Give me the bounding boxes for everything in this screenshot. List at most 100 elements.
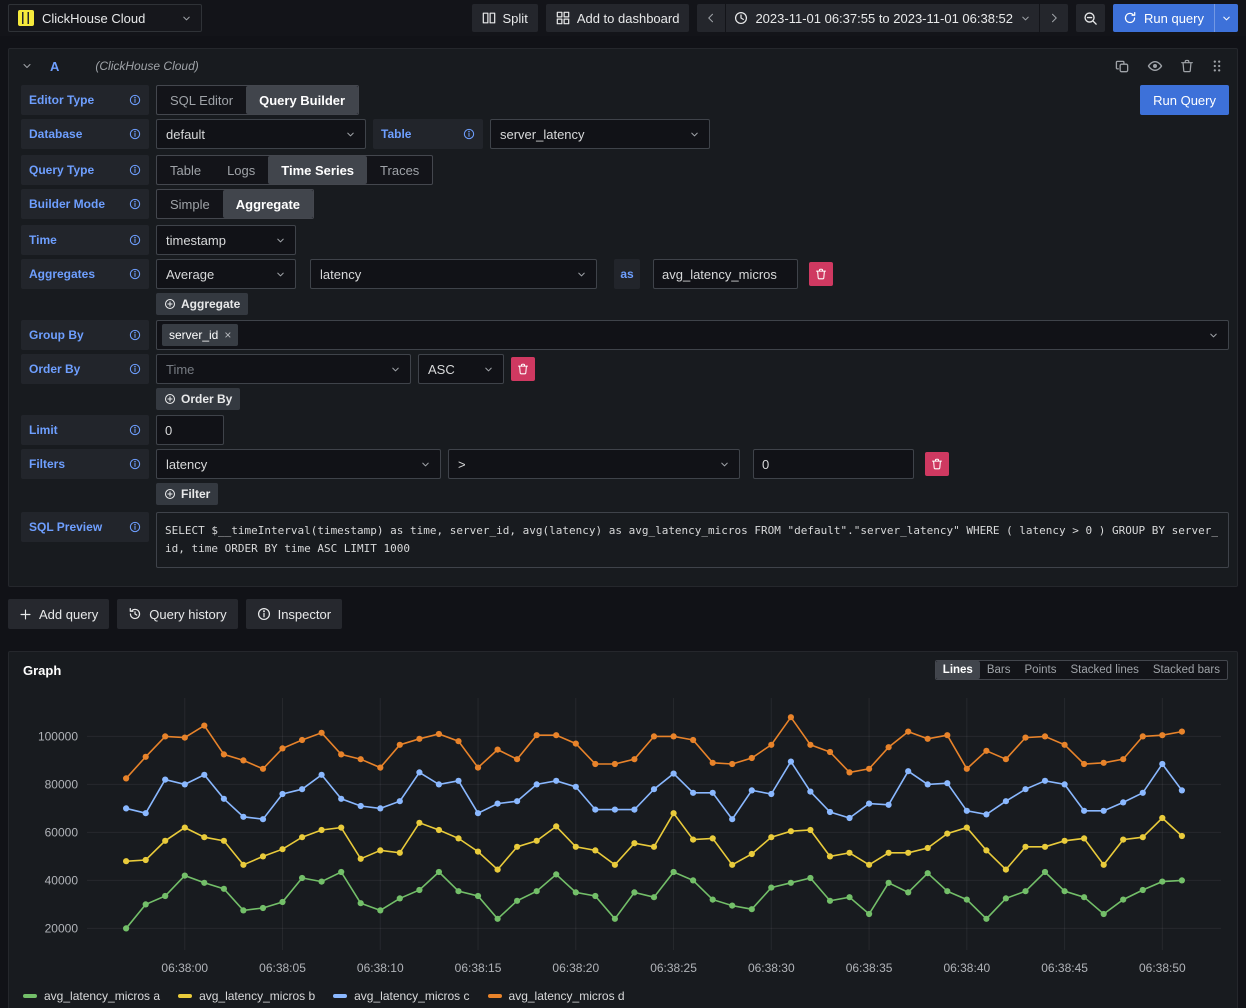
trash-icon (517, 363, 529, 375)
run-query-editor-button[interactable]: Run Query (1140, 85, 1229, 115)
legend-item[interactable]: avg_latency_micros a (23, 989, 160, 1003)
filter-operator-select[interactable]: > (448, 449, 740, 479)
chevron-down-icon (422, 462, 429, 466)
field-label-group-by: Group By (21, 320, 149, 350)
order-by-direction-select[interactable]: ASC (418, 354, 504, 384)
option-simple[interactable]: Simple (157, 190, 223, 218)
close-icon[interactable]: × (224, 328, 232, 342)
run-query-button[interactable]: Run query (1113, 4, 1214, 32)
visualisation-switcher: Lines Bars Points Stacked lines Stacked bars (934, 660, 1228, 680)
option-stacked-lines[interactable]: Stacked lines (1063, 661, 1145, 679)
graph-panel: Graph Lines Bars Points Stacked lines Stacke… (8, 651, 1238, 1008)
legend-item[interactable]: avg_latency_micros d (487, 989, 625, 1003)
info-icon (129, 329, 141, 341)
info-icon (129, 521, 141, 533)
remove-aggregate-button[interactable] (809, 262, 833, 286)
aggregate-column-select[interactable]: latency (310, 259, 597, 289)
add-to-dashboard-button[interactable]: Add to dashboard (545, 4, 690, 32)
circle-plus-icon (164, 298, 176, 310)
svg-text:06:38:20: 06:38:20 (552, 961, 599, 975)
info-icon (129, 164, 141, 176)
builder-mode-switch: Simple Aggregate (156, 189, 315, 219)
option-time-series[interactable]: Time Series (268, 156, 368, 184)
svg-text:06:38:45: 06:38:45 (1041, 961, 1088, 975)
table-select[interactable]: server_latency (490, 119, 710, 149)
trash-icon[interactable] (1180, 59, 1194, 73)
split-button[interactable]: Split (471, 4, 538, 32)
option-sql-editor[interactable]: SQL Editor (157, 86, 246, 114)
info-icon (129, 363, 141, 375)
add-aggregate-button[interactable]: Aggregate (156, 293, 249, 315)
filter-field-select[interactable]: latency (156, 449, 441, 479)
aggregate-function-select[interactable]: Average (156, 259, 296, 289)
zoom-out-button[interactable] (1076, 4, 1106, 32)
legend-item[interactable]: avg_latency_micros b (178, 989, 315, 1003)
limit-input[interactable] (156, 415, 224, 445)
add-query-button[interactable]: Add query (8, 599, 110, 629)
drag-handle-icon[interactable] (1211, 59, 1223, 73)
legend-label: avg_latency_micros c (354, 989, 470, 1003)
time-picker: 2023-11-01 06:37:55 to 2023-11-01 06:38:… (697, 4, 1069, 32)
group-by-tag[interactable]: server_id × (162, 324, 239, 346)
query-history-button[interactable]: Query history (117, 599, 238, 629)
clickhouse-logo-icon (18, 10, 34, 26)
info-icon (129, 458, 141, 470)
history-icon (129, 607, 141, 620)
time-shift-forward-button[interactable] (1039, 4, 1069, 32)
zoom-out-icon (1084, 11, 1097, 25)
remove-order-by-button[interactable] (511, 357, 535, 381)
option-query-builder[interactable]: Query Builder (246, 86, 359, 114)
chevron-down-icon (691, 132, 698, 136)
svg-text:06:38:00: 06:38:00 (161, 961, 208, 975)
chevron-down-icon (721, 462, 728, 466)
field-label-editor-type: Editor Type (21, 85, 149, 115)
remove-filter-button[interactable] (925, 452, 949, 476)
eye-icon[interactable] (1147, 58, 1163, 74)
circle-plus-icon (164, 488, 176, 500)
legend-label: avg_latency_micros a (44, 989, 161, 1003)
info-icon (129, 268, 141, 280)
collapse-icon[interactable] (21, 60, 33, 72)
copy-icon[interactable] (1115, 59, 1130, 74)
option-traces[interactable]: Traces (367, 156, 432, 184)
chevron-down-icon (578, 272, 585, 276)
field-label-limit: Limit (21, 415, 149, 445)
option-points[interactable]: Points (1018, 661, 1064, 679)
trash-icon (931, 458, 943, 470)
add-order-by-button[interactable]: Order By (156, 388, 241, 410)
query-ref-id: A (50, 58, 60, 74)
group-by-multiselect[interactable]: server_id × (156, 320, 1229, 350)
info-icon (129, 198, 141, 210)
legend-item[interactable]: avg_latency_micros c (333, 989, 470, 1003)
alias-input[interactable] (653, 259, 798, 289)
option-aggregate[interactable]: Aggregate (222, 190, 314, 218)
graph-svg[interactable]: 20000 40000 60000 80000 100000 06:38:00 06:38:… (9, 686, 1237, 986)
inspector-button[interactable]: Inspector (245, 599, 343, 629)
filter-value-input[interactable] (753, 449, 914, 479)
option-table[interactable]: Table (157, 156, 214, 184)
legend-label: avg_latency_micros d (508, 989, 625, 1003)
time-column-select[interactable]: timestamp (156, 225, 296, 255)
option-bars[interactable]: Bars (980, 661, 1018, 679)
run-query-dropdown[interactable] (1214, 4, 1238, 32)
svg-text:06:38:10: 06:38:10 (357, 961, 404, 975)
svg-text:06:38:15: 06:38:15 (455, 961, 502, 975)
apps-icon (556, 11, 570, 25)
option-lines[interactable]: Lines (935, 661, 980, 679)
option-logs[interactable]: Logs (214, 156, 268, 184)
chevron-right-icon (1051, 13, 1057, 23)
time-shift-back-button[interactable] (697, 4, 726, 32)
time-range-button[interactable]: 2023-11-01 06:37:55 to 2023-11-01 06:38:… (725, 4, 1040, 32)
clock-icon (735, 11, 748, 25)
trash-icon (815, 268, 827, 280)
svg-text:40000: 40000 (45, 873, 79, 887)
legend-label: avg_latency_micros b (199, 989, 316, 1003)
add-filter-button[interactable]: Filter (156, 483, 219, 505)
option-stacked-bars[interactable]: Stacked bars (1146, 661, 1227, 679)
svg-text:20000: 20000 (45, 921, 79, 935)
database-select[interactable]: default (156, 119, 366, 149)
order-by-field-select[interactable]: Time (156, 354, 411, 384)
legend-swatch (178, 994, 193, 998)
datasource-picker[interactable]: ClickHouse Cloud (8, 4, 202, 32)
legend-swatch (333, 994, 348, 998)
